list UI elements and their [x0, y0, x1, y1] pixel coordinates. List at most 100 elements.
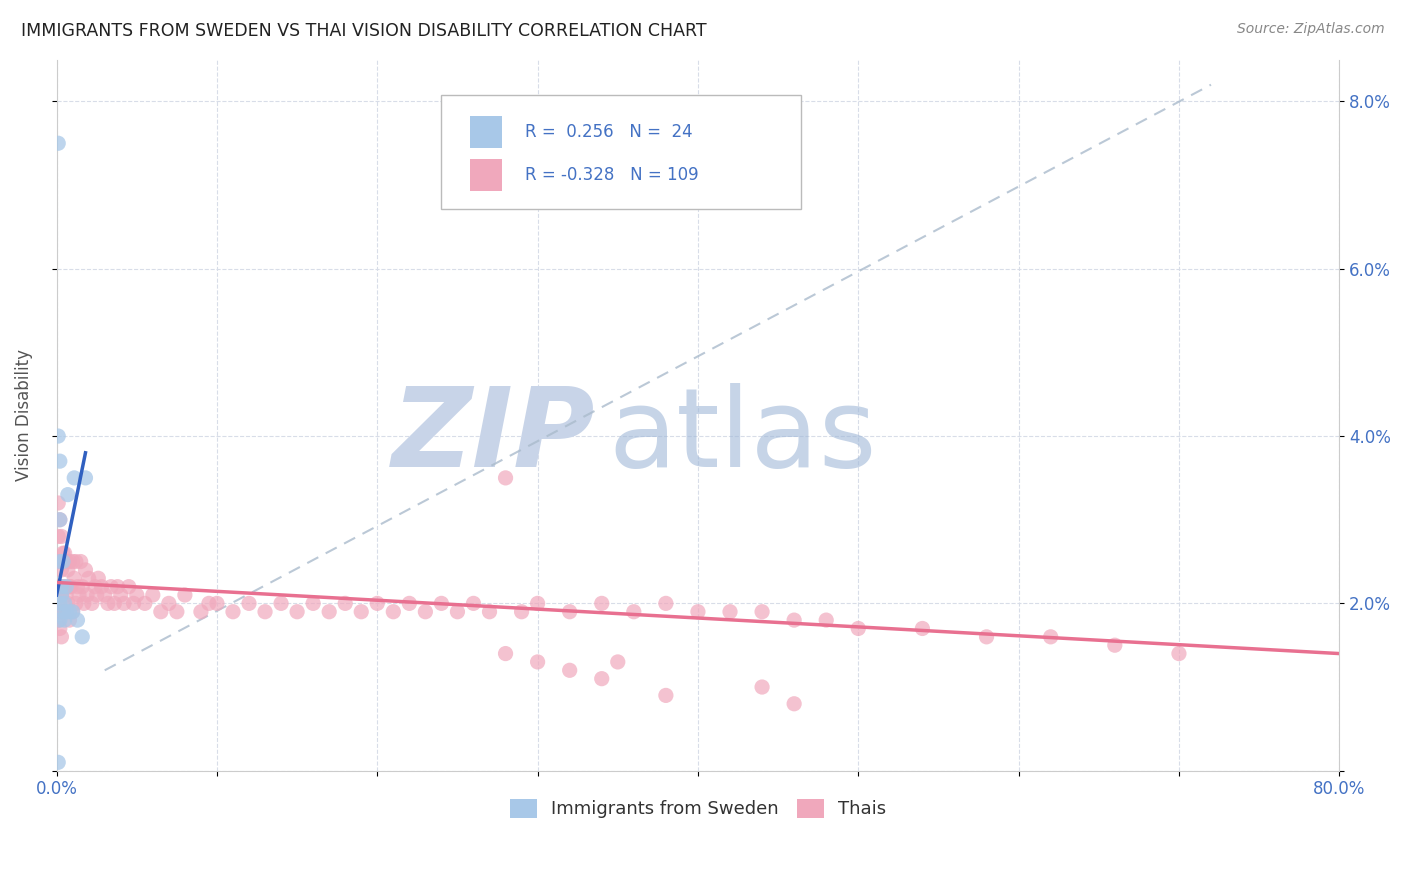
Point — [58, 605, 80, 619]
Point — [112, 596, 135, 610]
Point — [107, 580, 129, 594]
Point — [335, 596, 357, 610]
Point — [49, 454, 72, 468]
Point — [58, 613, 80, 627]
Point — [366, 596, 388, 610]
Point — [62, 605, 84, 619]
Point — [655, 689, 678, 703]
Point — [46, 580, 69, 594]
Point — [415, 605, 437, 619]
Point — [103, 596, 125, 610]
Point — [718, 605, 741, 619]
Point — [463, 596, 485, 610]
Point — [976, 630, 998, 644]
Point — [51, 529, 73, 543]
Point — [655, 596, 678, 610]
Point — [55, 605, 77, 619]
Point — [51, 588, 73, 602]
Point — [56, 596, 79, 610]
Point — [1039, 630, 1062, 644]
Point — [398, 596, 420, 610]
Point — [52, 580, 75, 594]
Point — [63, 571, 86, 585]
Point — [72, 630, 94, 644]
Point — [55, 580, 77, 594]
Text: R =  0.256   N =  24: R = 0.256 N = 24 — [524, 123, 692, 141]
Point — [254, 605, 277, 619]
Point — [526, 655, 548, 669]
Point — [46, 756, 69, 770]
Point — [46, 613, 69, 627]
Point — [52, 546, 75, 560]
Point — [125, 588, 148, 602]
Point — [46, 529, 69, 543]
Point — [65, 596, 87, 610]
Point — [142, 588, 165, 602]
Point — [51, 563, 73, 577]
Point — [62, 555, 84, 569]
Point — [72, 580, 94, 594]
Point — [56, 488, 79, 502]
Point — [149, 605, 172, 619]
Point — [591, 596, 613, 610]
Point — [526, 596, 548, 610]
Point — [51, 630, 73, 644]
Point — [815, 613, 838, 627]
Point — [198, 596, 221, 610]
Point — [285, 605, 308, 619]
Bar — [470, 117, 502, 148]
Text: IMMIGRANTS FROM SWEDEN VS THAI VISION DISABILITY CORRELATION CHART: IMMIGRANTS FROM SWEDEN VS THAI VISION DI… — [21, 22, 707, 40]
Point — [49, 555, 72, 569]
Point — [53, 613, 76, 627]
Point — [222, 605, 245, 619]
Point — [205, 596, 228, 610]
Point — [495, 647, 517, 661]
Point — [100, 580, 122, 594]
Point — [67, 588, 90, 602]
Point — [318, 605, 340, 619]
Point — [49, 622, 72, 636]
Point — [46, 136, 69, 151]
Point — [84, 580, 107, 594]
Point — [751, 680, 773, 694]
Point — [55, 588, 77, 602]
Point — [56, 563, 79, 577]
Point — [1168, 647, 1191, 661]
Point — [122, 596, 145, 610]
Point — [302, 596, 325, 610]
Point — [97, 596, 120, 610]
Point — [65, 555, 87, 569]
Point — [58, 555, 80, 569]
Point — [69, 555, 91, 569]
Point — [52, 555, 75, 569]
Point — [270, 596, 292, 610]
Point — [166, 605, 188, 619]
Point — [63, 471, 86, 485]
Point — [73, 596, 96, 610]
Point — [49, 596, 72, 610]
Point — [110, 588, 132, 602]
Point — [783, 697, 806, 711]
FancyBboxPatch shape — [441, 95, 800, 209]
Point — [118, 580, 141, 594]
Legend: Immigrants from Sweden, Thais: Immigrants from Sweden, Thais — [502, 792, 894, 826]
Point — [606, 655, 628, 669]
Point — [53, 580, 76, 594]
Point — [66, 613, 89, 627]
Point — [58, 580, 80, 594]
Point — [495, 471, 517, 485]
Point — [430, 596, 453, 610]
Point — [52, 605, 75, 619]
Point — [51, 605, 73, 619]
Point — [446, 605, 468, 619]
Point — [846, 622, 869, 636]
Text: atlas: atlas — [609, 383, 877, 490]
Point — [558, 663, 581, 677]
Point — [134, 596, 156, 610]
Point — [623, 605, 645, 619]
Point — [93, 588, 115, 602]
Text: ZIP: ZIP — [392, 383, 595, 490]
Point — [53, 546, 76, 560]
Point — [75, 563, 97, 577]
Bar — [470, 159, 502, 191]
